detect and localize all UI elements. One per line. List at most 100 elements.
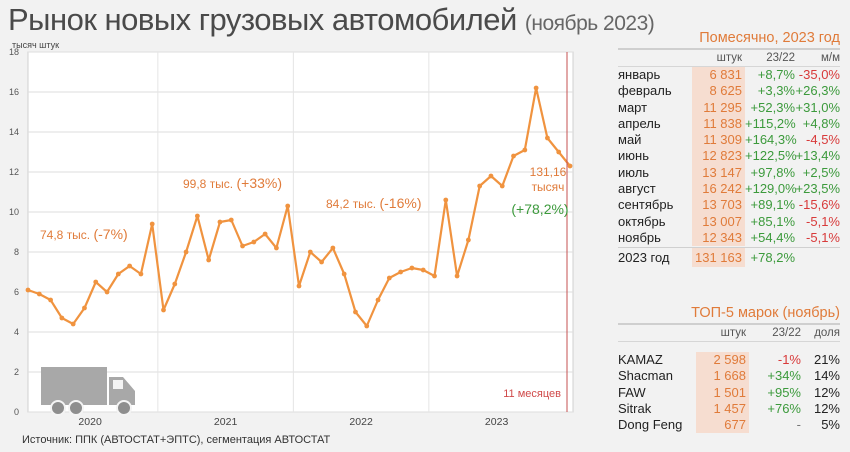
y-axis-label: тысяч штук xyxy=(12,40,59,50)
data-point xyxy=(465,237,471,243)
brands-table: ТОП-5 марок (ноябрь) штук 23/22 доля KAM… xyxy=(618,305,840,434)
data-point xyxy=(149,221,155,227)
brand-name: KAMAZ xyxy=(618,352,663,367)
month-yy: +54,4% xyxy=(750,229,795,245)
brand-share: 21% xyxy=(813,352,840,367)
data-point xyxy=(488,173,494,179)
current-total-unit: тысяч xyxy=(532,180,565,194)
month-mm: -5,1% xyxy=(806,213,840,229)
month-yy: +52,3% xyxy=(750,99,795,115)
month-units: 13 007 xyxy=(692,213,745,230)
y-tick-label: 4 xyxy=(14,327,19,337)
col-name xyxy=(618,50,692,66)
data-point xyxy=(217,219,223,225)
data-point xyxy=(533,85,539,91)
month-units: 11 295 xyxy=(692,99,745,116)
month-mm: -35,0% xyxy=(798,67,840,82)
x-tick-label: 2021 xyxy=(214,416,238,428)
data-point xyxy=(228,217,234,223)
month-mm: +4,8% xyxy=(802,115,840,131)
month-name: июнь xyxy=(618,148,649,164)
data-point xyxy=(240,243,245,249)
brand-units: 1 668 xyxy=(696,368,749,385)
current-total-change: (+78,2%) xyxy=(511,201,568,217)
data-point xyxy=(409,265,415,271)
total-value: 131 163 xyxy=(692,248,745,268)
y-tick-label: 2 xyxy=(14,367,19,377)
month-units: 13 703 xyxy=(692,197,745,214)
year-total-label: 84,2 тыс. (-16%) xyxy=(326,195,422,211)
data-point xyxy=(375,297,381,303)
x-tick-label: 2020 xyxy=(78,416,102,428)
data-point xyxy=(432,273,437,279)
brand-yy: - xyxy=(796,417,801,433)
title-main: Рынок новых грузовых автомобилей xyxy=(8,2,517,37)
month-name: август xyxy=(618,181,656,197)
month-name: май xyxy=(618,132,642,148)
data-point xyxy=(545,135,550,141)
month-name: сентябрь xyxy=(618,197,674,213)
brand-units: 1 501 xyxy=(696,384,749,401)
month-name: январь xyxy=(618,67,661,82)
data-point xyxy=(48,297,53,303)
month-mm: +26,3% xyxy=(795,83,840,99)
month-name: октябрь xyxy=(618,213,666,229)
data-point xyxy=(70,321,76,327)
brand-share: 5% xyxy=(821,417,840,433)
data-point xyxy=(206,257,212,263)
data-point xyxy=(172,281,178,287)
month-mm: +13,4% xyxy=(795,148,840,164)
month-yy: +3,3% xyxy=(757,83,795,99)
monthly-row: март 11 295 +52,3% +31,0% xyxy=(618,99,840,116)
y-tick-label: 18 xyxy=(9,47,19,57)
month-name: ноябрь xyxy=(618,229,661,245)
month-yy: +115,2% xyxy=(745,115,796,131)
data-point xyxy=(296,283,302,289)
data-point xyxy=(443,197,449,203)
monthly-table-header: Помесячно, 2023 год xyxy=(618,30,840,50)
data-point xyxy=(104,289,110,295)
data-point xyxy=(127,263,133,269)
col-yy: 23/22 xyxy=(766,52,795,64)
month-units: 6 831 xyxy=(692,67,745,84)
brand-units: 677 xyxy=(696,417,749,434)
data-point xyxy=(59,315,65,321)
data-point xyxy=(499,183,505,189)
data-point xyxy=(194,213,200,219)
data-point xyxy=(307,249,313,255)
month-name: июль xyxy=(618,164,650,180)
data-point xyxy=(398,269,404,275)
monthly-row: июль 13 147 +97,8% +2,5% xyxy=(618,164,840,182)
brand-yy: -1% xyxy=(777,352,801,367)
brand-row: FAW 1 501 +95% 12% xyxy=(618,384,840,401)
brand-row: KAMAZ 2 598 -1% 21% xyxy=(618,352,840,369)
month-yy: +129,0% xyxy=(745,181,797,197)
data-point xyxy=(285,203,291,209)
data-point xyxy=(522,147,528,153)
brand-yy: +95% xyxy=(767,384,801,400)
brand-share: 12% xyxy=(813,384,840,400)
monthly-row: август 16 242 +129,0% +23,5% xyxy=(618,181,840,198)
brand-yy: +76% xyxy=(767,400,801,416)
col-brand xyxy=(618,325,696,341)
month-mm: -5,1% xyxy=(806,229,840,245)
data-point xyxy=(567,163,573,169)
month-mm: +2,5% xyxy=(802,164,840,180)
data-point xyxy=(556,149,562,155)
month-yy: +89,1% xyxy=(750,197,795,213)
month-name: апрель xyxy=(618,115,661,131)
month-units: 13 147 xyxy=(692,164,745,182)
y-tick-label: 0 xyxy=(14,407,19,417)
data-point xyxy=(341,271,347,277)
data-point xyxy=(138,271,144,277)
monthly-row: январь 6 831 +8,7% -35,0% xyxy=(618,67,840,84)
year-total-label: 74,8 тыс. (-7%) xyxy=(40,226,128,242)
brand-units: 2 598 xyxy=(696,352,749,369)
month-mm: +23,5% xyxy=(795,181,840,197)
monthly-row: апрель 11 838 +115,2% +4,8% xyxy=(618,115,840,133)
brand-share: 14% xyxy=(813,368,840,384)
data-point xyxy=(353,309,358,315)
month-units: 11 838 xyxy=(692,115,745,133)
period-marker-label: 11 месяцев xyxy=(503,388,561,400)
